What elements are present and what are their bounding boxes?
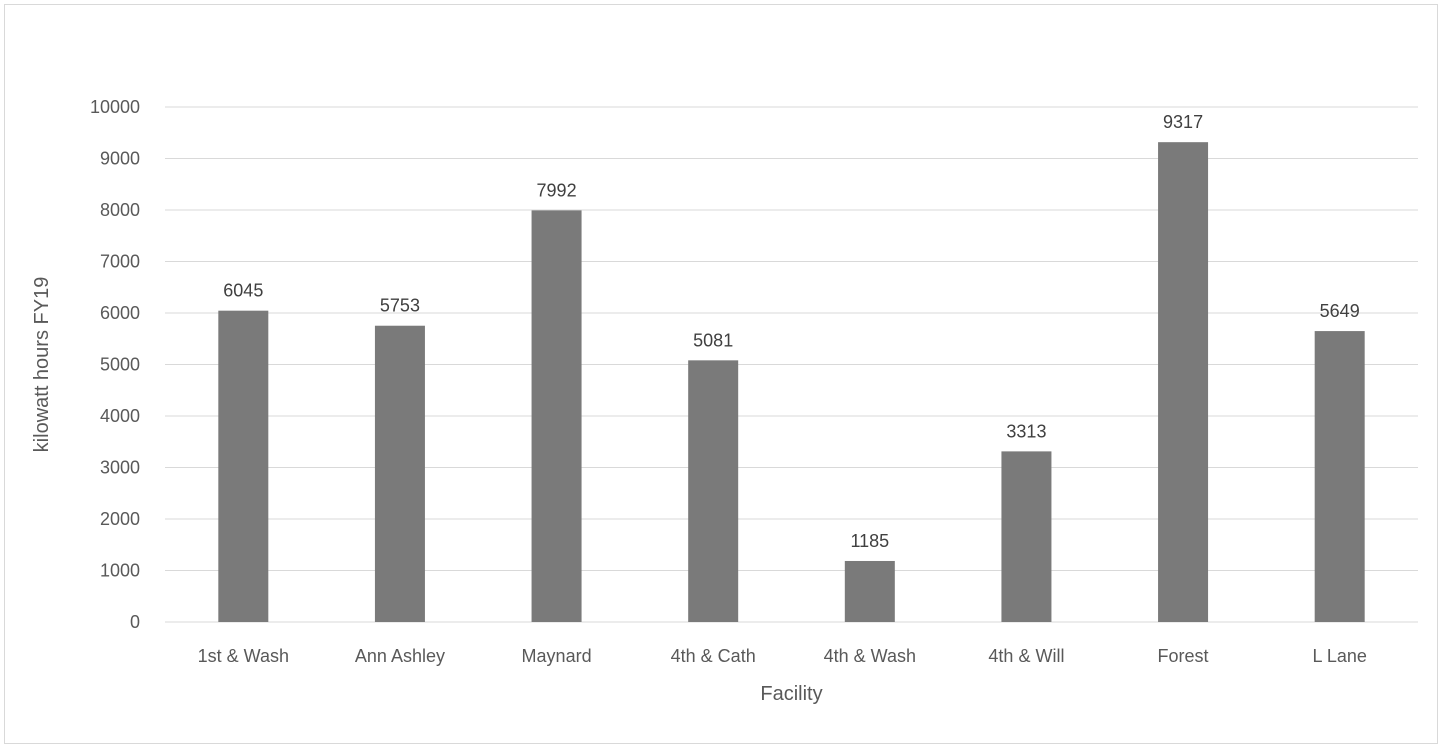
bar-value-label: 3313 — [1006, 421, 1046, 441]
bar — [1314, 331, 1365, 622]
bar — [688, 360, 739, 622]
y-tick-label: 1000 — [100, 561, 140, 581]
x-axis-tick-labels: 1st & Wash Ann Ashley Maynard 4th & Cath 4th… — [198, 646, 1367, 666]
bars — [218, 142, 1365, 623]
bar — [531, 210, 582, 623]
bar-value-label: 1185 — [850, 531, 889, 551]
y-tick-label: 8000 — [100, 200, 140, 220]
y-tick-label: 9000 — [100, 149, 140, 169]
bar-value-label: 9317 — [1163, 112, 1203, 132]
x-tick-label: 4th & Will — [988, 646, 1064, 666]
y-tick-label: 5000 — [100, 355, 140, 375]
bar-value-label: 6045 — [223, 281, 263, 301]
bar — [1158, 142, 1209, 622]
y-tick-label: 7000 — [100, 252, 140, 272]
x-tick-label: 4th & Cath — [671, 646, 756, 666]
y-tick-label: 6000 — [100, 303, 140, 323]
x-axis-title: Facility — [760, 683, 822, 705]
y-tick-label: 3000 — [100, 458, 140, 478]
x-tick-label: L Lane — [1312, 646, 1366, 666]
y-tick-label: 4000 — [100, 406, 140, 426]
gridlines — [165, 106, 1418, 623]
bar — [218, 310, 269, 622]
bar-value-label: 5081 — [693, 330, 733, 350]
bar — [1001, 451, 1052, 622]
bar-value-label: 5649 — [1320, 301, 1360, 321]
bar — [844, 560, 895, 622]
x-tick-label: Ann Ashley — [355, 646, 445, 666]
data-labels: 6045 5753 7992 5081 1185 3313 9317 5649 — [223, 112, 1359, 551]
y-tick-label: 10000 — [90, 97, 140, 117]
bar-value-label: 5753 — [380, 296, 420, 316]
y-tick-label: 2000 — [100, 509, 140, 529]
x-tick-label: 4th & Wash — [824, 646, 916, 666]
bar-value-label: 7992 — [537, 180, 577, 200]
x-tick-label: Maynard — [522, 646, 592, 666]
y-axis-tick-labels: 0 1000 2000 3000 4000 5000 6000 7000 8000 9000 100… — [90, 97, 140, 632]
y-axis-title: kilowatt hours FY19 — [31, 277, 53, 453]
x-tick-label: 1st & Wash — [198, 646, 289, 666]
x-tick-label: Forest — [1158, 646, 1209, 666]
bar — [374, 325, 425, 622]
y-tick-label: 0 — [130, 612, 140, 632]
